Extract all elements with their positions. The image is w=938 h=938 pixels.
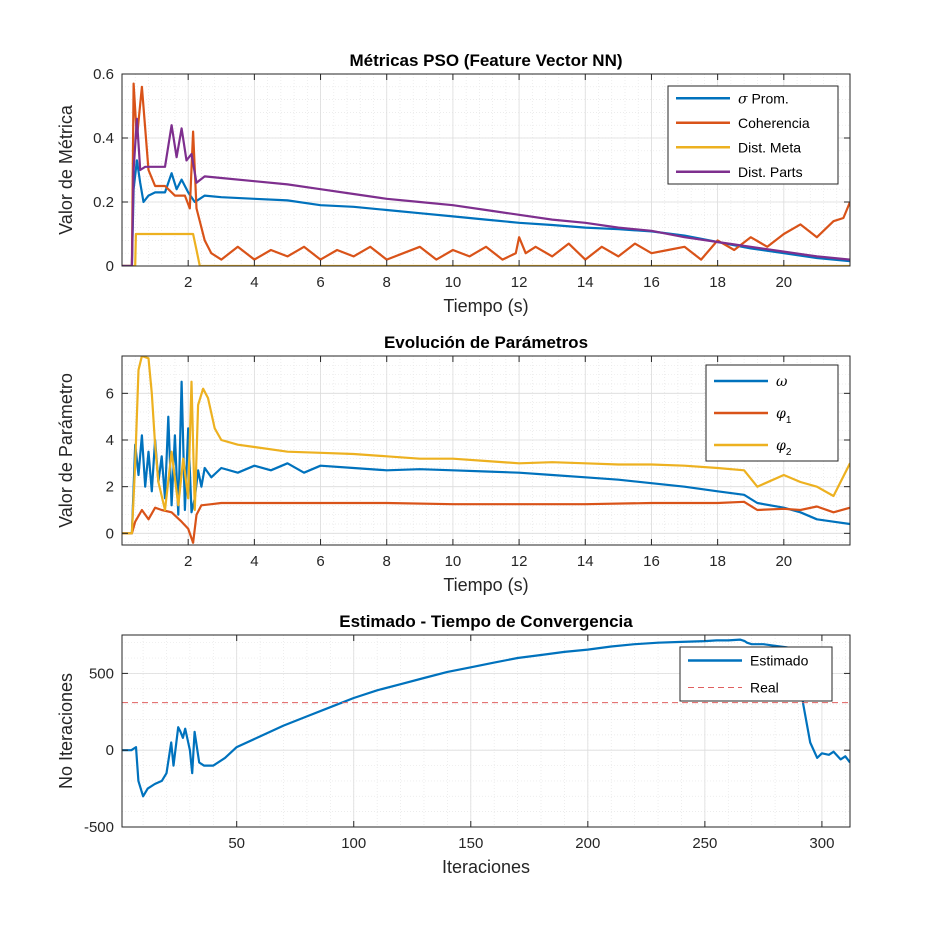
legend-label-3: Dist. Meta xyxy=(738,139,801,155)
legend-label-4: Dist. Parts xyxy=(738,164,803,180)
x-tick-label: 4 xyxy=(250,553,258,570)
x-tick-label: 18 xyxy=(709,274,726,291)
chart-title: Estimado - Tiempo de Convergencia xyxy=(339,612,633,631)
x-tick-label: 2 xyxy=(184,274,192,291)
y-tick-label: 2 xyxy=(106,479,114,496)
x-tick-label: 4 xyxy=(250,274,258,291)
x-axis-label: Iteraciones xyxy=(442,857,530,877)
legend-symbol: σ xyxy=(738,91,748,107)
x-tick-label: 20 xyxy=(775,553,792,570)
legend-box xyxy=(667,85,839,185)
y-tick-label: 6 xyxy=(106,385,114,402)
x-axis-label: Tiempo (s) xyxy=(443,296,528,316)
chart-title: Métricas PSO (Feature Vector NN) xyxy=(349,51,622,70)
legend-label-2: Coherencia xyxy=(738,115,810,131)
series-line-3 xyxy=(122,356,850,535)
x-tick-label: 50 xyxy=(228,835,245,852)
legend-rest: Prom. xyxy=(748,90,789,106)
x-tick-label: 100 xyxy=(341,835,366,852)
y-axis-label: Valor de Métrica xyxy=(56,104,76,235)
legend-label-1: σ Prom. xyxy=(738,90,789,107)
x-tick-label: 6 xyxy=(316,553,324,570)
axes-box xyxy=(121,634,851,828)
y-tick-label: 0 xyxy=(106,258,114,275)
axes-box xyxy=(121,355,851,546)
series-line-2 xyxy=(122,500,850,544)
chart-panel-3: 50 100 150 200 250 300 -500 0 500 Estimado - Tiem… xyxy=(56,612,851,877)
x-tick-label: 300 xyxy=(809,835,834,852)
legend-label-3: φ2 xyxy=(776,438,792,458)
x-tick-label: 16 xyxy=(643,553,660,570)
x-tick-label: 6 xyxy=(316,274,324,291)
y-axis-label: Valor de Parámetro xyxy=(56,373,76,528)
x-tick-label: 10 xyxy=(445,553,462,570)
x-tick-label: 14 xyxy=(577,274,594,291)
x-tick-label: 200 xyxy=(575,835,600,852)
y-axis-label: No Iteraciones xyxy=(56,673,76,789)
series-line-4 xyxy=(122,117,850,266)
x-tick-label: 14 xyxy=(577,553,594,570)
series-line-2 xyxy=(122,82,850,266)
legend-subscript: 2 xyxy=(786,447,792,458)
legend-symbol: φ xyxy=(776,406,786,422)
legend: Estimado Real xyxy=(679,646,833,702)
x-tick-label: 2 xyxy=(184,553,192,570)
y-tick-label: 500 xyxy=(89,665,114,682)
series-group xyxy=(122,82,850,266)
x-axis-label: Tiempo (s) xyxy=(443,575,528,595)
series-group xyxy=(122,356,850,544)
x-tick-label: 20 xyxy=(775,274,792,291)
chart-title: Evolución de Parámetros xyxy=(384,333,588,352)
x-tick-label: 250 xyxy=(692,835,717,852)
legend-symbol: φ xyxy=(776,438,786,454)
y-tick-label: 0.6 xyxy=(93,66,114,83)
y-tick-label: 0 xyxy=(106,525,114,542)
x-tick-label: 150 xyxy=(458,835,483,852)
y-tick-label: 0.2 xyxy=(93,194,114,211)
x-tick-label: 8 xyxy=(383,274,391,291)
x-tick-label: 10 xyxy=(445,274,462,291)
y-tick-label: 0 xyxy=(106,742,114,759)
series-line-3 xyxy=(122,232,850,266)
y-tick-label: 4 xyxy=(106,432,114,449)
legend: σ Prom. Coherencia Dist. Meta Dist. Parts xyxy=(667,85,839,185)
legend-symbol: ω xyxy=(776,374,788,390)
axes-box xyxy=(121,73,851,267)
legend-subscript: 1 xyxy=(786,415,792,426)
legend-label-2: φ1 xyxy=(776,406,792,426)
x-tick-label: 12 xyxy=(511,274,528,291)
legend-box xyxy=(679,646,833,702)
legend-label-2: Real xyxy=(750,680,779,696)
y-tick-label: -500 xyxy=(84,819,114,836)
legend-label-1: ω xyxy=(776,374,788,390)
x-tick-label: 8 xyxy=(383,553,391,570)
x-tick-label: 18 xyxy=(709,553,726,570)
y-tick-label: 0.4 xyxy=(93,130,114,147)
legend-label-1: Estimado xyxy=(750,653,809,669)
chart-panel-1: 2 4 6 8 10 12 14 16 18 20 0 0.2 0.4 0.6 Métricas PSO (… xyxy=(56,51,851,316)
x-tick-label: 12 xyxy=(511,553,528,570)
x-tick-label: 16 xyxy=(643,274,660,291)
